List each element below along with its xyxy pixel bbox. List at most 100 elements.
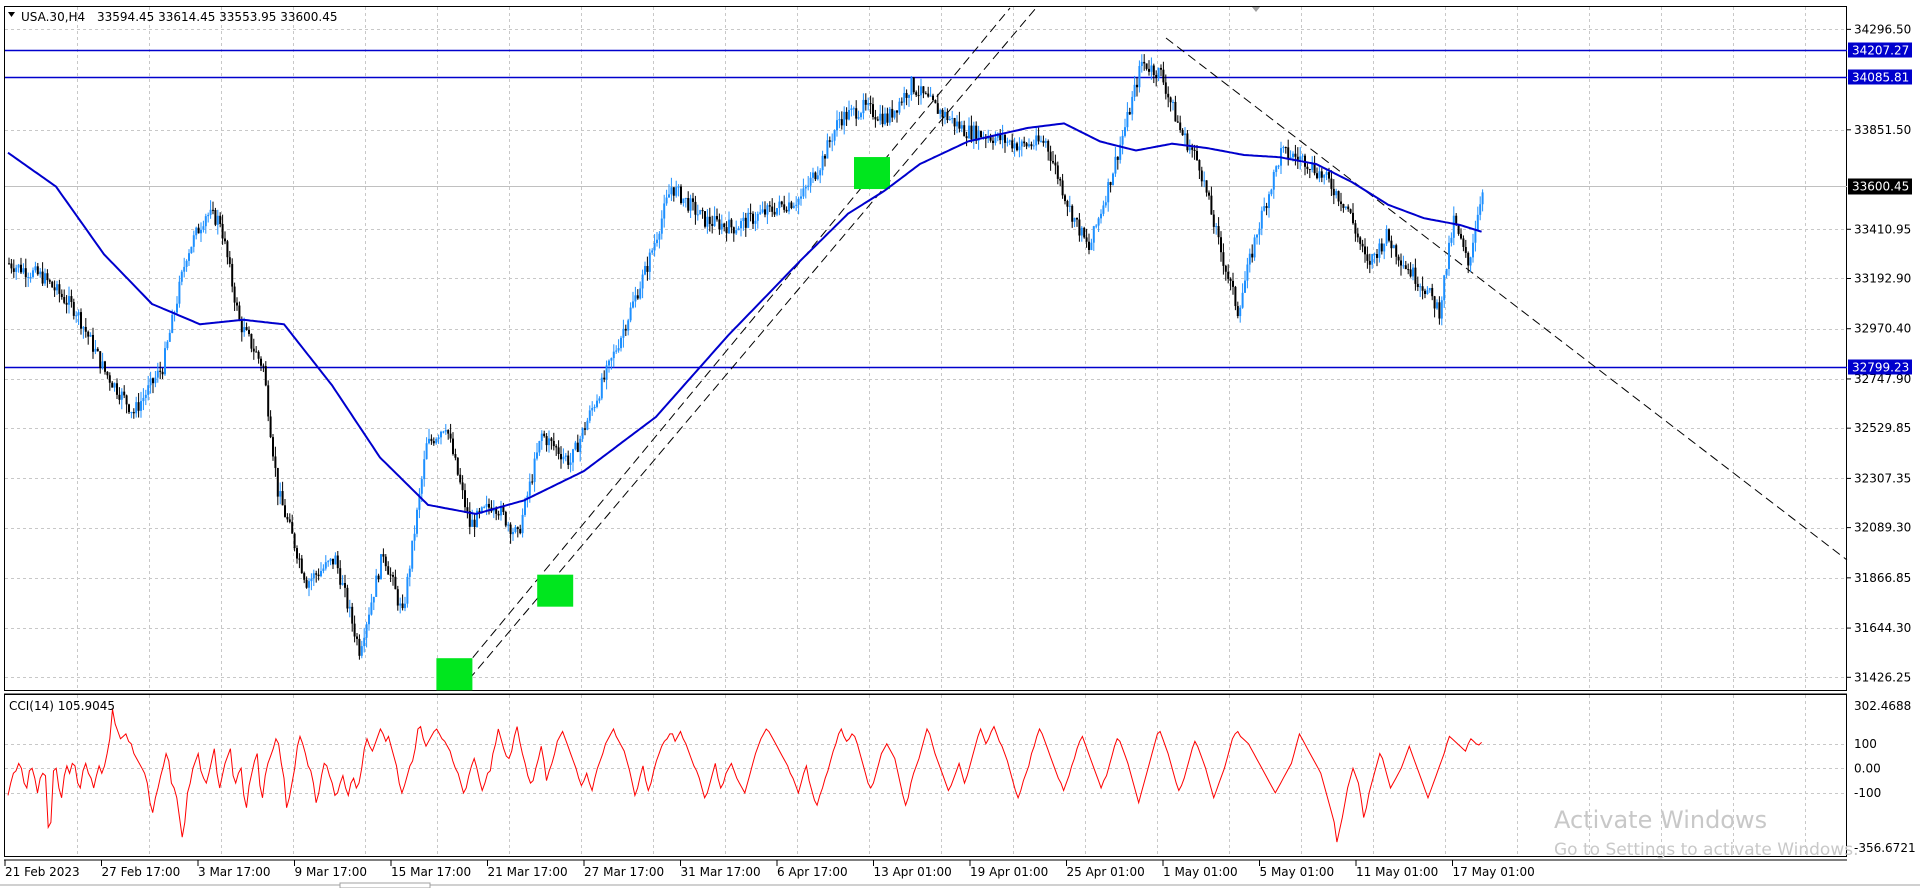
current-price-tag: 33600.45 — [1848, 178, 1912, 195]
price-axis[interactable]: 34296.50 33851.50 33410.95 33192.90 32970.40… — [1847, 22, 1911, 684]
time-axis-label: 5 May 01:00 — [1260, 865, 1335, 879]
candle-body — [1128, 111, 1131, 115]
candle-body — [932, 95, 934, 101]
candle-body — [809, 177, 812, 186]
candle-body — [255, 351, 258, 353]
candle-body — [1342, 204, 1345, 208]
candle-body — [80, 312, 82, 329]
candle-body — [89, 334, 92, 337]
candle-body — [382, 554, 385, 557]
candle-body — [543, 433, 546, 437]
candle-body — [1256, 234, 1258, 238]
candle-body — [92, 334, 94, 352]
candle-body — [404, 603, 406, 609]
candle-body — [759, 212, 762, 214]
candle-body — [1385, 229, 1388, 244]
candle-body — [521, 514, 524, 534]
candle-body — [1332, 188, 1335, 196]
candle-body — [1119, 144, 1122, 160]
candle-body — [596, 400, 598, 407]
candle-body — [262, 365, 265, 367]
candle-body — [948, 119, 951, 121]
candle-body — [346, 587, 349, 609]
candle-body — [1244, 280, 1246, 293]
candle-body — [106, 371, 109, 376]
candle-body — [711, 223, 714, 226]
candle-body — [1232, 280, 1234, 287]
time-axis-label: 27 Feb 17:00 — [102, 865, 181, 879]
candle-body — [977, 131, 980, 141]
candle-body — [418, 493, 421, 510]
downtrend-line[interactable] — [1165, 37, 1848, 561]
candle-body — [132, 412, 135, 414]
candle-body — [1044, 140, 1047, 143]
candle-body — [360, 646, 363, 656]
candle-body — [617, 348, 620, 351]
candle-body — [716, 216, 718, 220]
candle-body — [164, 348, 166, 375]
candle-body — [1208, 192, 1210, 196]
candle-body — [665, 197, 668, 204]
candle-body — [891, 108, 894, 118]
candle-body — [936, 103, 939, 114]
time-axis-label: 9 Mar 17:00 — [295, 865, 368, 879]
chart-menu-triangle-icon[interactable] — [8, 12, 15, 17]
candle-body — [348, 606, 351, 609]
candle-body — [1121, 135, 1124, 145]
candle-body — [497, 513, 500, 516]
candle-body — [687, 198, 690, 211]
candle-body — [1164, 82, 1167, 94]
candle-body — [1472, 242, 1474, 258]
candle-body — [238, 305, 241, 321]
candle-body — [540, 433, 543, 442]
candle-body — [526, 495, 529, 500]
candle-body — [1054, 162, 1057, 166]
candle-body — [228, 257, 231, 264]
candle-body — [1205, 180, 1208, 193]
candle-body — [190, 246, 193, 254]
candle-body — [68, 296, 70, 305]
candle-body — [192, 235, 195, 247]
candle-body — [896, 110, 898, 113]
candle-body — [1474, 230, 1477, 243]
candle-body — [636, 295, 639, 299]
candle-body — [502, 506, 505, 513]
candle-body — [329, 558, 332, 562]
active-chart-tab[interactable] — [339, 882, 431, 888]
candle-body — [1325, 172, 1328, 175]
candle-body — [63, 297, 66, 303]
candle-body — [149, 378, 152, 386]
time-axis-label: 31 Mar 17:00 — [681, 865, 761, 879]
candle-body — [1138, 66, 1141, 88]
time-axis-label: 17 May 01:00 — [1453, 865, 1535, 879]
candle-body — [1234, 286, 1237, 307]
candle-body — [886, 113, 889, 123]
horizontal-levels[interactable] — [5, 49, 1847, 369]
candle-body — [1457, 224, 1460, 234]
candle-body — [1217, 226, 1220, 238]
candle-body — [1462, 238, 1465, 247]
time-axis[interactable]: 21 Feb 2023 27 Feb 17:00 3 Mar 17:00 9 Mar … — [4, 860, 1535, 879]
candle-body — [1419, 286, 1422, 288]
candle-body — [216, 215, 219, 225]
candle-body — [1287, 147, 1290, 159]
candle-body — [1296, 156, 1299, 160]
chart-shift-marker-icon[interactable] — [1252, 7, 1260, 12]
cci-axis[interactable]: 302.4688 100 0.00 -100 -356.6721 — [1854, 699, 1916, 855]
candle-body — [1368, 260, 1371, 265]
candle-body — [567, 455, 570, 465]
candle-body — [291, 521, 294, 534]
candle-body — [864, 99, 867, 105]
candle-body — [389, 574, 392, 576]
candle-body — [603, 377, 606, 380]
candle-body — [365, 624, 368, 638]
candle-body — [130, 412, 133, 414]
activation-watermark-title: Activate Windows — [1554, 806, 1767, 834]
candle-body — [999, 133, 1002, 141]
candle-body — [884, 113, 886, 125]
candle-body — [855, 108, 858, 119]
candle-body — [1282, 147, 1285, 149]
candle-body — [1433, 296, 1436, 309]
candle-body — [135, 402, 138, 414]
